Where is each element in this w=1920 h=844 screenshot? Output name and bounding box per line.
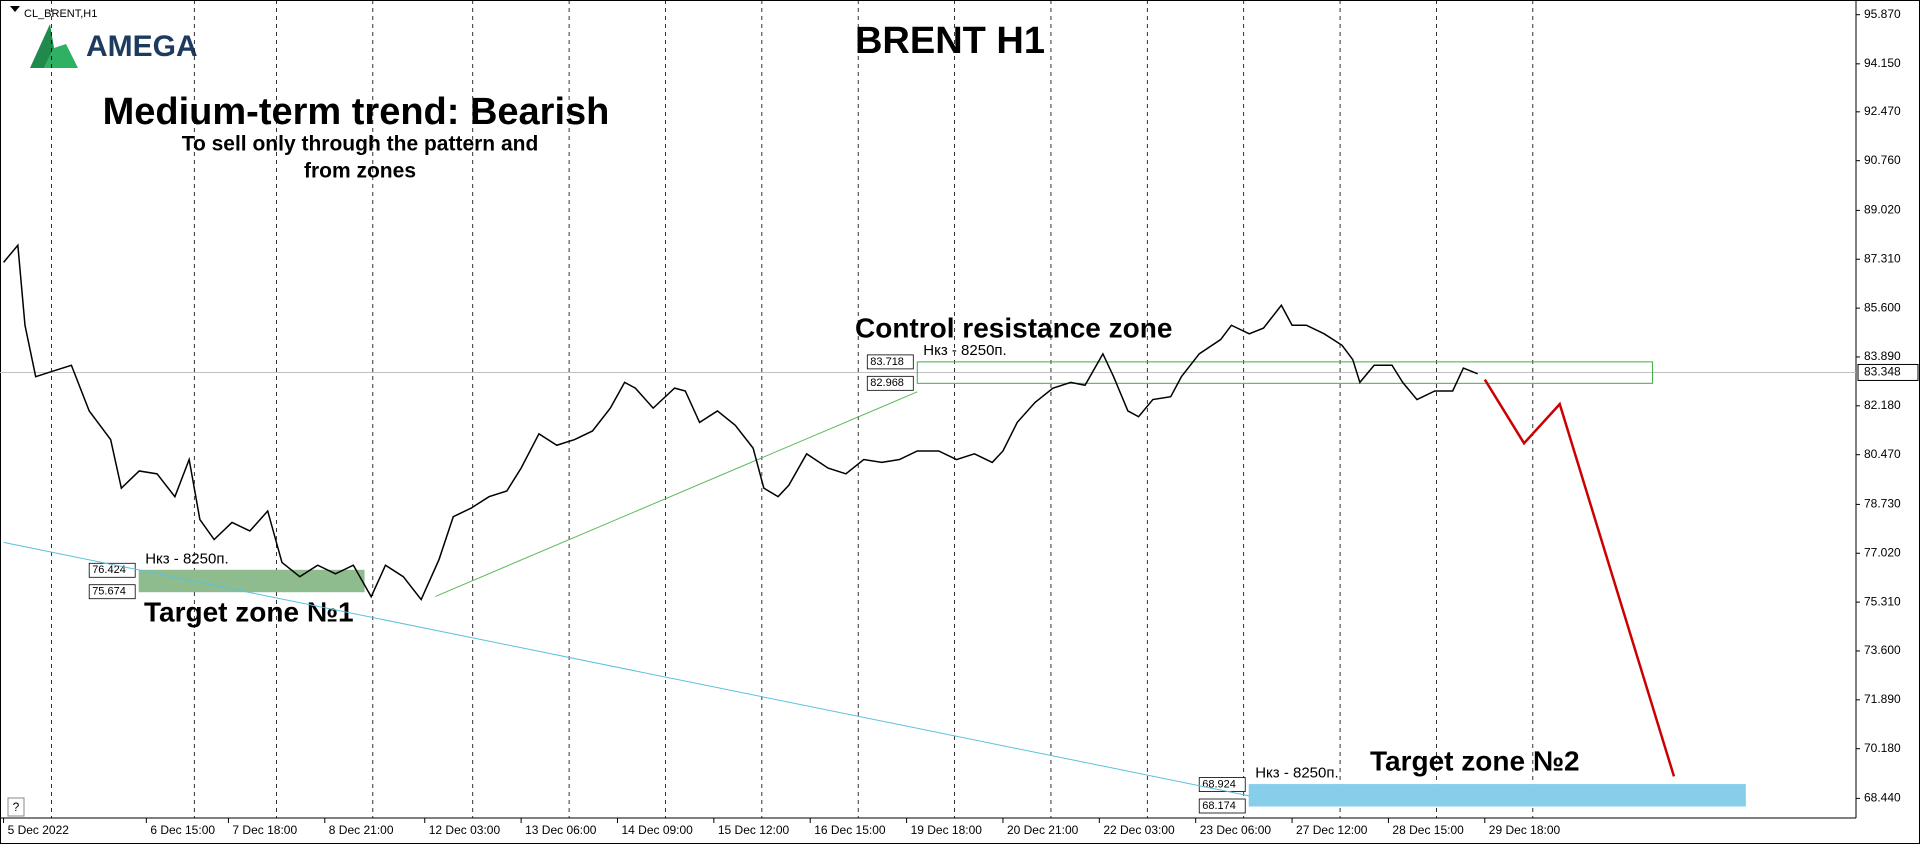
zone-note: Нкз - 8250п.	[145, 550, 228, 567]
x-tick-label: 19 Dec 18:00	[911, 823, 983, 837]
y-tick-label: 87.310	[1864, 251, 1901, 265]
help-button[interactable]	[7, 797, 25, 817]
y-tick-label: 89.020	[1864, 203, 1901, 217]
zone-price-box	[866, 354, 914, 370]
x-tick-label: 23 Dec 06:00	[1200, 823, 1272, 837]
help-text[interactable]: ?	[13, 800, 20, 814]
x-tick-label: 8 Dec 21:00	[329, 823, 394, 837]
x-tick-label: 20 Dec 21:00	[1007, 823, 1079, 837]
x-tick-label: 12 Dec 03:00	[429, 823, 501, 837]
y-tick-label: 83.890	[1864, 349, 1901, 363]
x-tick-label: 5 Dec 2022	[8, 823, 70, 837]
zone-note: Нкз - 8250п.	[1255, 765, 1338, 782]
y-tick-label: 82.180	[1864, 398, 1901, 412]
y-tick-label: 68.440	[1864, 791, 1901, 805]
y-tick-label: 71.890	[1864, 692, 1901, 706]
y-tick-label: 75.310	[1864, 594, 1901, 608]
y-tick-label: 85.600	[1864, 300, 1901, 314]
zone-price: 75.674	[92, 586, 126, 598]
y-tick-label: 78.730	[1864, 497, 1901, 511]
logo-icon	[30, 24, 54, 68]
menu-arrow	[10, 6, 20, 12]
logo: AMEGA	[86, 30, 198, 63]
zone-label: Target zone №2	[1370, 745, 1580, 776]
y-tick-label: 80.470	[1864, 447, 1901, 461]
zone	[916, 361, 1654, 384]
y-tick-label: 77.020	[1864, 545, 1901, 559]
symbol: CL_BRENT,H1	[24, 8, 97, 20]
zone-price: 82.968	[870, 377, 904, 389]
y-tick-label: 70.180	[1864, 741, 1901, 755]
zone-note: Нкз - 8250п.	[923, 342, 1006, 359]
zone-price-box	[88, 584, 136, 600]
zone-label: Target zone №1	[144, 596, 354, 627]
zone-price: 76.424	[92, 564, 126, 576]
y-tick-label: 92.470	[1864, 104, 1901, 118]
trend: Medium-term trend: Bearish	[103, 91, 610, 133]
subtitle: To sell only through the pattern and	[182, 133, 539, 156]
zone	[138, 569, 365, 593]
zone-price: 68.924	[1202, 778, 1236, 790]
y-tick-label: 95.870	[1864, 7, 1901, 21]
trend-line	[1483, 378, 1676, 777]
x-tick-label: 28 Dec 15:00	[1392, 823, 1464, 837]
zone-label: Control resistance zone	[855, 312, 1172, 343]
x-tick-label: 13 Dec 06:00	[525, 823, 597, 837]
trend-line	[435, 391, 918, 597]
zone	[1248, 784, 1746, 807]
x-tick-label: 22 Dec 03:00	[1103, 823, 1175, 837]
price-series	[2, 243, 1478, 601]
zone-price: 83.718	[870, 356, 904, 368]
x-tick-label: 7 Dec 18:00	[232, 823, 297, 837]
price-box	[1857, 363, 1919, 381]
price-label: 83.348	[1864, 365, 1901, 379]
logo-icon	[44, 44, 78, 68]
zone-price: 68.174	[1202, 800, 1236, 812]
x-tick-label: 14 Dec 09:00	[621, 823, 693, 837]
x-tick-label: 29 Dec 18:00	[1489, 823, 1561, 837]
x-tick-label: 6 Dec 15:00	[150, 823, 215, 837]
trend-line	[3, 541, 1250, 797]
y-tick-label: 73.600	[1864, 643, 1901, 657]
y-tick-label: 90.760	[1864, 153, 1901, 167]
chart-title: BRENT H1	[855, 20, 1045, 62]
zone-price-box	[1198, 798, 1246, 814]
subtitle: from zones	[304, 160, 416, 183]
x-tick-label: 27 Dec 12:00	[1296, 823, 1368, 837]
x-tick-label: 16 Dec 15:00	[814, 823, 886, 837]
x-tick-label: 15 Dec 12:00	[718, 823, 790, 837]
y-tick-label: 94.150	[1864, 56, 1901, 70]
zone-price-box	[866, 375, 914, 391]
